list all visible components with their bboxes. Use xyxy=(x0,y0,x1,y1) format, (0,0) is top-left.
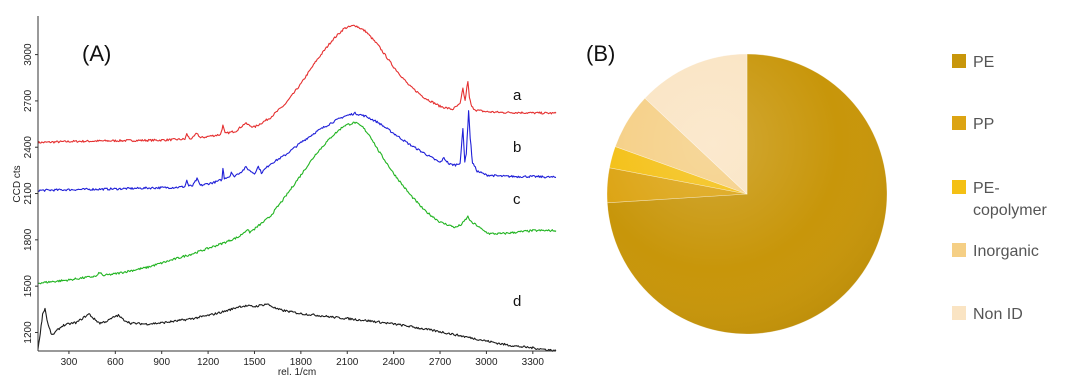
y-tick-label: 1500 xyxy=(23,275,34,298)
legend-swatch-pe-copolymer xyxy=(952,180,966,194)
x-tick-label: 2400 xyxy=(383,357,406,368)
x-tick-label: 2100 xyxy=(336,357,359,368)
legend-label-pe-copolymer: PE- xyxy=(973,180,1000,197)
legend-label-inorganic: Inorganic xyxy=(973,243,1039,260)
legend-label-non-id: Non ID xyxy=(973,306,1023,323)
y-axis-ticks: 1200 1500 1800 2100 2400 2700 3000 xyxy=(23,43,38,344)
legend-swatch-pe xyxy=(952,54,966,68)
x-tick-label: 1500 xyxy=(243,357,266,368)
spectrum-line-b xyxy=(37,110,557,192)
y-axis-title: CCD cts xyxy=(12,165,23,202)
x-axis-ticks: 300 600 900 1200 1500 1800 2100 2400 2700 3000 330… xyxy=(61,351,545,368)
x-tick-label: 1800 xyxy=(290,357,313,368)
composition-pie-chart: (B) PE PP PE-copolymer Inorganic Non ID xyxy=(586,41,1047,335)
x-tick-label: 900 xyxy=(153,357,170,368)
y-tick-label: 2700 xyxy=(23,89,34,112)
spectrum-line-c xyxy=(37,121,557,285)
spectra-lines xyxy=(37,24,557,352)
y-tick-label: 3000 xyxy=(23,43,34,66)
legend-swatch-inorganic xyxy=(952,243,966,257)
y-tick-label: 2100 xyxy=(23,182,34,205)
panel-label-b: (B) xyxy=(586,41,615,66)
legend-label-pe: PE xyxy=(973,54,994,71)
trace-label-a: a xyxy=(513,87,522,104)
x-tick-label: 3000 xyxy=(475,357,498,368)
legend-swatch-non-id xyxy=(952,306,966,320)
legend-label-pe-copolymer-line2: copolymer xyxy=(973,202,1047,219)
y-tick-label: 2400 xyxy=(23,136,34,159)
x-tick-label: 300 xyxy=(61,357,78,368)
raman-spectra-chart: 1200 1500 1800 2100 2400 2700 3000 300 600 900 12… xyxy=(12,16,557,378)
x-tick-label: 1200 xyxy=(197,357,220,368)
legend-swatch-pp xyxy=(952,116,966,130)
trace-label-d: d xyxy=(513,293,521,310)
x-tick-label: 2700 xyxy=(429,357,452,368)
spectrum-line-d xyxy=(37,303,557,352)
legend-label-pp: PP xyxy=(973,116,994,133)
trace-label-b: b xyxy=(513,139,521,156)
spectrum-line-a xyxy=(37,24,557,144)
y-tick-label: 1200 xyxy=(23,321,34,344)
trace-label-c: c xyxy=(513,191,521,208)
panel-label-a: (A) xyxy=(82,41,111,66)
x-axis-title: rel. 1/cm xyxy=(278,367,316,378)
x-tick-label: 3300 xyxy=(522,357,545,368)
pie-legend: PE PP PE-copolymer Inorganic Non ID xyxy=(952,54,1047,323)
pie-slices xyxy=(606,53,888,335)
y-tick-label: 1800 xyxy=(23,228,34,251)
x-tick-label: 600 xyxy=(107,357,124,368)
